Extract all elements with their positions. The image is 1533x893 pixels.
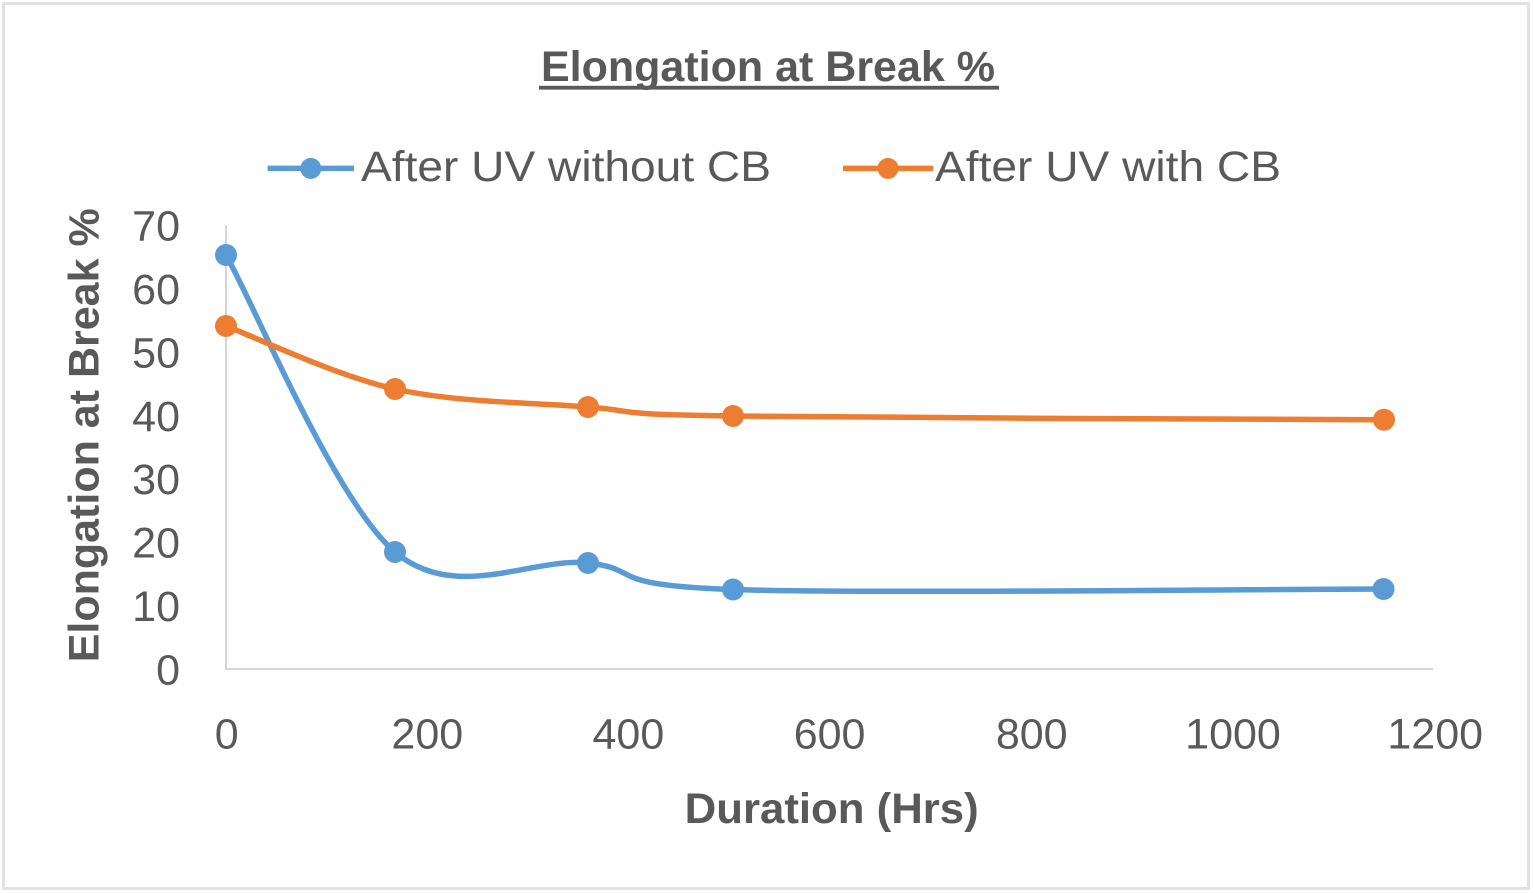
svg-text:60: 60 (132, 266, 180, 314)
svg-text:600: 600 (794, 711, 866, 759)
svg-text:70: 70 (132, 203, 180, 251)
svg-text:Duration (Hrs): Duration (Hrs) (685, 785, 979, 833)
svg-text:40: 40 (132, 393, 180, 441)
svg-text:20: 20 (132, 520, 180, 568)
svg-text:Elongation at Break %: Elongation at Break % (541, 43, 995, 91)
svg-text:After UV with CB: After UV with CB (935, 143, 1281, 191)
svg-text:800: 800 (996, 711, 1068, 759)
svg-text:30: 30 (132, 456, 180, 504)
svg-text:0: 0 (156, 647, 180, 695)
svg-text:1200: 1200 (1387, 711, 1483, 759)
svg-text:After UV without CB: After UV without CB (361, 143, 771, 191)
svg-text:Elongation at Break %: Elongation at Break % (61, 208, 109, 662)
svg-text:1000: 1000 (1185, 711, 1281, 759)
svg-text:10: 10 (132, 583, 180, 631)
svg-text:200: 200 (391, 711, 463, 759)
svg-text:50: 50 (132, 329, 180, 377)
svg-text:400: 400 (593, 711, 665, 759)
svg-text:0: 0 (215, 711, 239, 759)
